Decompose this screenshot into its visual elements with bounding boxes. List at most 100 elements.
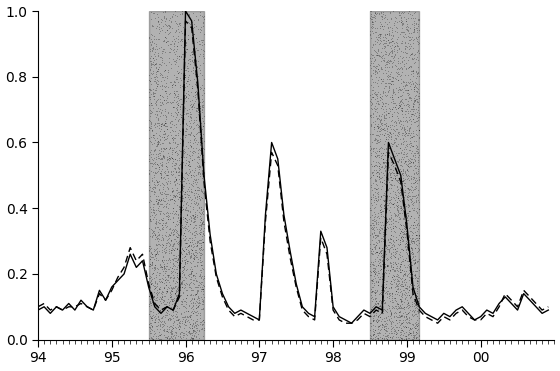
- Point: [397, 187, 406, 193]
- Point: [179, 60, 188, 66]
- Point: [194, 53, 203, 59]
- Point: [391, 297, 400, 303]
- Point: [374, 262, 382, 267]
- Point: [398, 319, 407, 325]
- Point: [159, 46, 168, 52]
- Point: [409, 119, 418, 125]
- Point: [195, 105, 204, 111]
- Point: [413, 85, 422, 91]
- Point: [396, 329, 405, 335]
- Point: [157, 324, 166, 330]
- Point: [385, 71, 394, 77]
- Point: [190, 165, 199, 171]
- Point: [196, 288, 205, 294]
- Point: [408, 159, 417, 165]
- Point: [163, 266, 172, 272]
- Point: [182, 331, 191, 337]
- Point: [413, 81, 422, 87]
- Point: [163, 272, 172, 278]
- Point: [195, 216, 204, 222]
- Point: [408, 187, 417, 193]
- Point: [165, 41, 174, 47]
- Point: [189, 178, 198, 184]
- Point: [175, 319, 184, 325]
- Point: [171, 211, 180, 217]
- Point: [381, 223, 390, 229]
- Point: [171, 229, 180, 235]
- Point: [160, 106, 169, 112]
- Point: [160, 211, 169, 217]
- Point: [175, 273, 184, 279]
- Point: [171, 162, 180, 168]
- Point: [411, 68, 420, 73]
- Point: [169, 162, 178, 168]
- Point: [166, 312, 175, 318]
- Point: [412, 98, 421, 104]
- Point: [408, 262, 417, 268]
- Point: [161, 137, 170, 142]
- Point: [400, 264, 409, 270]
- Point: [188, 173, 197, 178]
- Point: [368, 19, 377, 25]
- Point: [387, 331, 396, 336]
- Point: [158, 236, 167, 242]
- Point: [173, 257, 182, 263]
- Point: [156, 137, 165, 143]
- Point: [371, 74, 380, 80]
- Point: [373, 36, 382, 42]
- Point: [155, 197, 164, 203]
- Point: [391, 259, 400, 265]
- Point: [388, 100, 397, 106]
- Point: [372, 240, 381, 246]
- Point: [415, 163, 424, 169]
- Point: [370, 227, 379, 233]
- Point: [156, 170, 165, 176]
- Point: [151, 120, 160, 126]
- Point: [185, 184, 194, 190]
- Point: [390, 310, 399, 316]
- Point: [151, 224, 160, 230]
- Point: [402, 329, 411, 335]
- Point: [394, 266, 403, 272]
- Point: [402, 303, 410, 309]
- Point: [379, 85, 388, 91]
- Point: [371, 162, 380, 168]
- Point: [377, 145, 386, 151]
- Point: [181, 72, 190, 78]
- Point: [151, 108, 160, 114]
- Point: [162, 326, 171, 332]
- Point: [147, 315, 156, 321]
- Point: [388, 290, 396, 296]
- Point: [151, 161, 160, 167]
- Point: [166, 292, 175, 298]
- Point: [151, 76, 160, 82]
- Point: [179, 154, 188, 160]
- Point: [413, 109, 422, 115]
- Point: [404, 160, 413, 165]
- Point: [183, 177, 192, 183]
- Point: [414, 197, 423, 203]
- Point: [167, 210, 176, 216]
- Point: [400, 194, 409, 200]
- Point: [157, 19, 166, 25]
- Point: [172, 279, 181, 285]
- Point: [410, 308, 419, 313]
- Point: [165, 316, 174, 322]
- Point: [172, 258, 181, 264]
- Point: [396, 327, 405, 333]
- Point: [384, 145, 393, 151]
- Point: [169, 188, 178, 194]
- Point: [393, 47, 402, 53]
- Point: [379, 315, 388, 321]
- Point: [390, 104, 399, 110]
- Point: [387, 49, 396, 55]
- Point: [371, 140, 380, 146]
- Point: [410, 86, 419, 92]
- Point: [182, 219, 191, 225]
- Point: [164, 22, 173, 28]
- Point: [407, 63, 416, 69]
- Point: [373, 93, 382, 99]
- Point: [400, 244, 409, 250]
- Point: [377, 14, 386, 20]
- Point: [390, 62, 399, 68]
